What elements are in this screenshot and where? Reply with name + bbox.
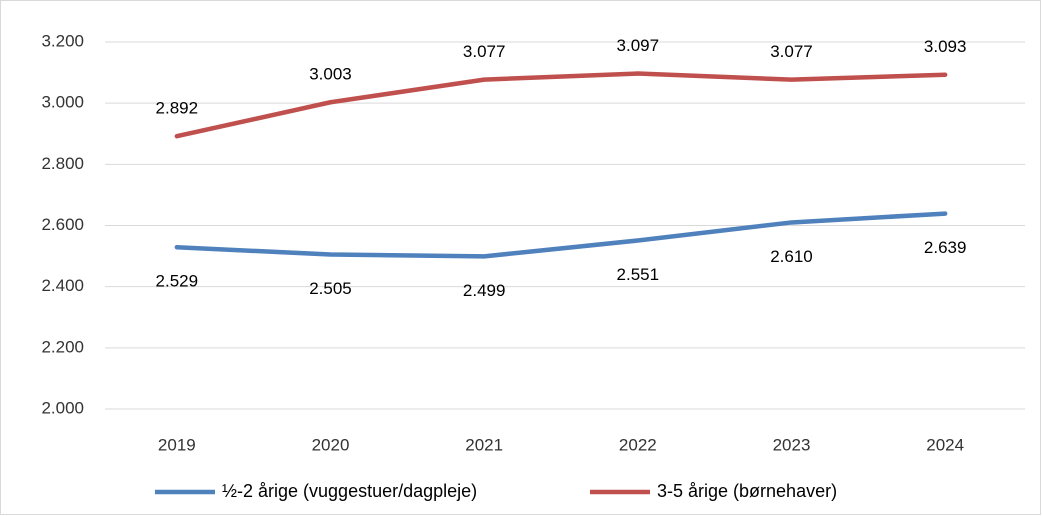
y-tick-label: 2.200	[41, 337, 84, 356]
series-line	[174, 211, 948, 259]
data-label: 2.499	[463, 281, 506, 300]
x-tick-label: 2022	[619, 435, 657, 454]
x-tick-label: 2020	[312, 435, 350, 454]
y-tick-label: 3.000	[41, 93, 84, 112]
x-tick-label: 2021	[465, 435, 503, 454]
x-tick-label: 2024	[926, 435, 964, 454]
data-label: 2.639	[924, 238, 967, 257]
data-label: 2.551	[617, 265, 660, 284]
legend-label: ½-2 årige (vuggestuer/dagpleje)	[222, 481, 477, 501]
data-label: 3.077	[463, 42, 506, 61]
data-label: 2.529	[156, 272, 199, 291]
data-label: 2.505	[309, 279, 352, 298]
data-label: 3.097	[617, 36, 660, 55]
y-tick-label: 2.400	[41, 276, 84, 295]
data-label: 2.892	[156, 99, 199, 118]
legend-label: 3-5 årige (børnehaver)	[657, 481, 837, 501]
x-tick-label: 2023	[773, 435, 811, 454]
data-label: 3.003	[309, 65, 352, 84]
y-tick-label: 3.200	[41, 31, 84, 50]
y-tick-label: 2.800	[41, 154, 84, 173]
y-tick-label: 2.600	[41, 215, 84, 234]
y-tick-label: 2.000	[41, 398, 84, 417]
data-label: 3.093	[924, 37, 967, 56]
x-tick-label: 2019	[158, 435, 196, 454]
series-line	[174, 71, 948, 139]
data-label: 3.077	[770, 42, 813, 61]
data-label: 2.610	[770, 247, 813, 266]
